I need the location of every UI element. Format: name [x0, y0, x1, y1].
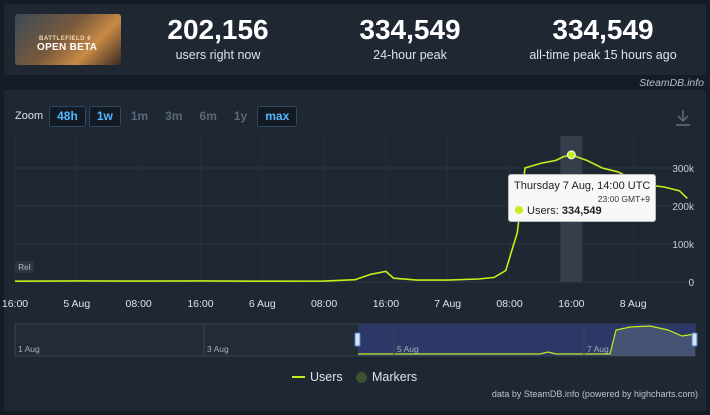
legend-markers-dot [356, 371, 367, 383]
thumbnail-caption-small: BATTLEFIELD 6 [39, 36, 92, 42]
navigator-label: 5 Aug [397, 344, 419, 354]
svg-text:Rel: Rel [18, 263, 30, 272]
tooltip-series-name: Users [527, 205, 556, 217]
all-time-label: all-time peak 15 hours ago [529, 48, 677, 62]
chart-credit[interactable]: data by SteamDB.info (powered by highcha… [491, 389, 698, 399]
zoom-3m-button[interactable]: 3m [165, 109, 183, 123]
stat-all-time-peak: 334,549 all-time peak 15 hours ago [528, 14, 678, 62]
stat-24h-peak: 334,549 24-hour peak [342, 14, 478, 62]
zoom-1y-button[interactable]: 1y [233, 109, 248, 123]
stat-users-now: 202,156 users right now [152, 14, 284, 62]
x-tick-label: 08:00 [496, 298, 522, 310]
x-axis-labels: 16:00 5 Aug 08:00 16:00 6 Aug 08:00 16:00 7 Aug… [2, 298, 647, 310]
legend-markers[interactable]: Markers [356, 370, 417, 384]
navigator: 1 Aug 3 Aug 5 Aug 7 Aug [14, 323, 698, 357]
thumbnail-caption-big: OPEN BETA [37, 42, 98, 53]
y-tick-label: 0 [688, 278, 694, 289]
game-thumbnail[interactable]: BATTLEFIELD 6 OPEN BETA [15, 14, 121, 65]
navigator-label: 3 Aug [207, 344, 229, 354]
x-tick-label: 08:00 [125, 298, 151, 310]
legend-users-line [292, 376, 305, 378]
x-tick-label: 5 Aug [63, 298, 90, 310]
zoom-1w-button[interactable]: 1w [88, 105, 121, 127]
peak-24h-label: 24-hour peak [373, 48, 447, 62]
y-tick-label: 100k [672, 240, 695, 251]
chart-panel: Zoom 48h 1w 1m 3m 6m 1y max [4, 90, 706, 411]
navigator-line [358, 325, 696, 355]
tooltip-value: Users: 334,549 [515, 205, 602, 217]
x-tick-label: 8 Aug [620, 298, 647, 310]
users-now-label: users right now [175, 48, 261, 62]
peak-24h-value: 334,549 [359, 14, 461, 45]
x-tick-label: 16:00 [2, 298, 28, 310]
y-axis-labels: 0 100k 200k 300k [672, 164, 695, 289]
navigator-left-handle[interactable] [354, 332, 361, 347]
x-tick-label: 16:00 [187, 298, 213, 310]
users-now-value: 202,156 [167, 14, 269, 45]
navigator-label: 1 Aug [18, 344, 40, 354]
legend-markers-label: Markers [372, 370, 418, 384]
legend-users-label: Users [310, 370, 343, 384]
navigator-right-handle[interactable] [691, 332, 698, 347]
tooltip-date: Thursday 7 Aug, 14:00 UTC [514, 180, 651, 192]
zoom-1m-button[interactable]: 1m [130, 109, 149, 123]
navigator-area [610, 326, 695, 356]
y-tick-label: 300k [672, 164, 695, 175]
zoom-controls: Zoom 48h 1w 1m 3m 6m 1y max [15, 105, 300, 127]
all-time-value: 334,549 [552, 14, 654, 45]
x-tick-label: 6 Aug [249, 298, 276, 310]
steamdb-tag[interactable]: SteamDB.info [639, 77, 704, 89]
navigator-label: 7 Aug [587, 344, 609, 354]
tooltip-users-value: 334,549 [561, 205, 602, 217]
zoom-max-button[interactable]: max [257, 105, 298, 127]
zoom-48h-button[interactable]: 48h [49, 105, 86, 127]
x-tick-label: 16:00 [558, 298, 584, 310]
download-icon[interactable] [675, 109, 691, 127]
tooltip-local-time: 23:00 GMT+9 [597, 194, 650, 204]
stats-bar: BATTLEFIELD 6 OPEN BETA 202,156 users ri… [4, 4, 706, 75]
x-tick-label: 16:00 [373, 298, 399, 310]
legend-users[interactable]: Users [292, 370, 343, 384]
zoom-6m-button[interactable]: 6m [199, 109, 217, 123]
chart-tooltip: Thursday 7 Aug, 14:00 UTC 23:00 GMT+9 Us… [508, 174, 656, 222]
hover-point [566, 150, 576, 160]
rel-badge: Rel [15, 261, 34, 273]
zoom-label: Zoom [15, 110, 44, 122]
x-tick-label: 08:00 [311, 298, 337, 310]
tooltip-series-dot [515, 206, 523, 214]
y-tick-label: 200k [672, 202, 695, 213]
x-tick-label: 7 Aug [434, 298, 461, 310]
